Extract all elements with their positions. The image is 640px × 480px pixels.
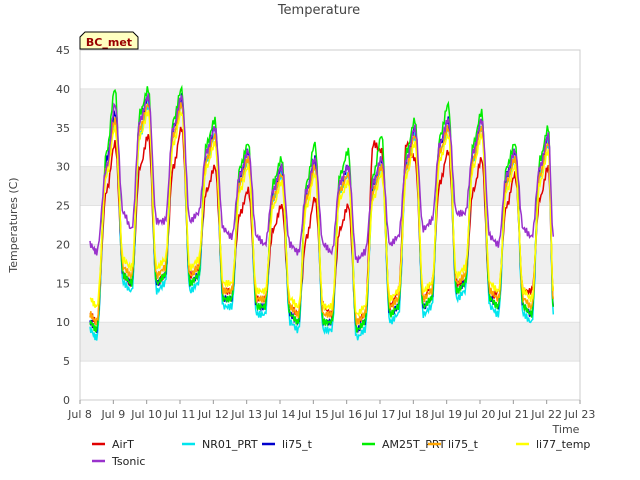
station-tag-box — [79, 31, 139, 50]
y-tick-labels: 0 5 10 15 20 25 30 35 40 45 — [56, 44, 70, 407]
legend-label: li77_temp — [536, 438, 590, 451]
x-axis-label: Time — [552, 423, 580, 436]
x-tick-label: Jul 13 — [230, 408, 262, 421]
x-tick-label: Jul 23 — [564, 408, 596, 421]
station-tag-label: BC_met — [86, 36, 132, 49]
x-tick-labels: Jul 8 Jul 9 Jul 10 Jul 11 Jul 12 Jul 13 Jul 14… — [67, 400, 595, 421]
plot-frame — [79, 49, 581, 401]
legend-label: NR01_PRT — [202, 438, 258, 451]
series-layer — [89, 84, 555, 341]
y-tick-label: 45 — [56, 44, 70, 57]
x-tick-label: Jul 14 — [264, 408, 296, 421]
legend: AirT NR01_PRT li75_t AM25T_PRT li75_t li77_te… — [92, 438, 590, 468]
y-tick-label: 20 — [56, 238, 70, 251]
x-tick-label: Jul 11 — [164, 408, 196, 421]
x-tick-label: Jul 18 — [397, 408, 429, 421]
legend-label: AM25T_PRT — [382, 438, 446, 451]
x-tick-label: Jul 22 — [530, 408, 562, 421]
y-tick-label: 5 — [63, 355, 70, 368]
x-tick-label: Jul 16 — [330, 408, 362, 421]
x-tick-label: Jul 8 — [67, 408, 92, 421]
x-tick-label: Jul 10 — [130, 408, 162, 421]
grid-band — [80, 166, 580, 206]
x-tick-label: Jul 17 — [364, 408, 396, 421]
series-line-li77-temp — [89, 110, 555, 318]
y-tick-label: 30 — [56, 161, 70, 174]
legend-label: Tsonic — [111, 455, 145, 468]
x-tick-label: Jul 20 — [464, 408, 496, 421]
series-line-tsonic — [89, 93, 555, 264]
grid-band — [80, 322, 580, 362]
y-tick-label: 15 — [56, 277, 70, 290]
y-tick-label: 40 — [56, 83, 70, 96]
station-tag: BC_met — [79, 31, 139, 50]
x-tick-label: Jul 15 — [297, 408, 329, 421]
y-tick-label: 35 — [56, 122, 70, 135]
grid-band — [80, 88, 580, 128]
y-tick-label: 0 — [63, 394, 70, 407]
legend-label: li75_t — [282, 438, 313, 451]
x-tick-label: Jul 19 — [430, 408, 462, 421]
y-tick-label: 25 — [56, 200, 70, 213]
y-axis-label: Temperatures (C) — [7, 177, 20, 273]
legend-label: li75_t — [448, 438, 479, 451]
x-tick-label: Jul 9 — [100, 408, 125, 421]
x-tick-label: Jul 21 — [497, 408, 529, 421]
y-tick-label: 10 — [56, 316, 70, 329]
chart-title: Temperature — [277, 3, 360, 18]
x-tick-label: Jul 12 — [197, 408, 229, 421]
legend-label: AirT — [112, 438, 134, 451]
